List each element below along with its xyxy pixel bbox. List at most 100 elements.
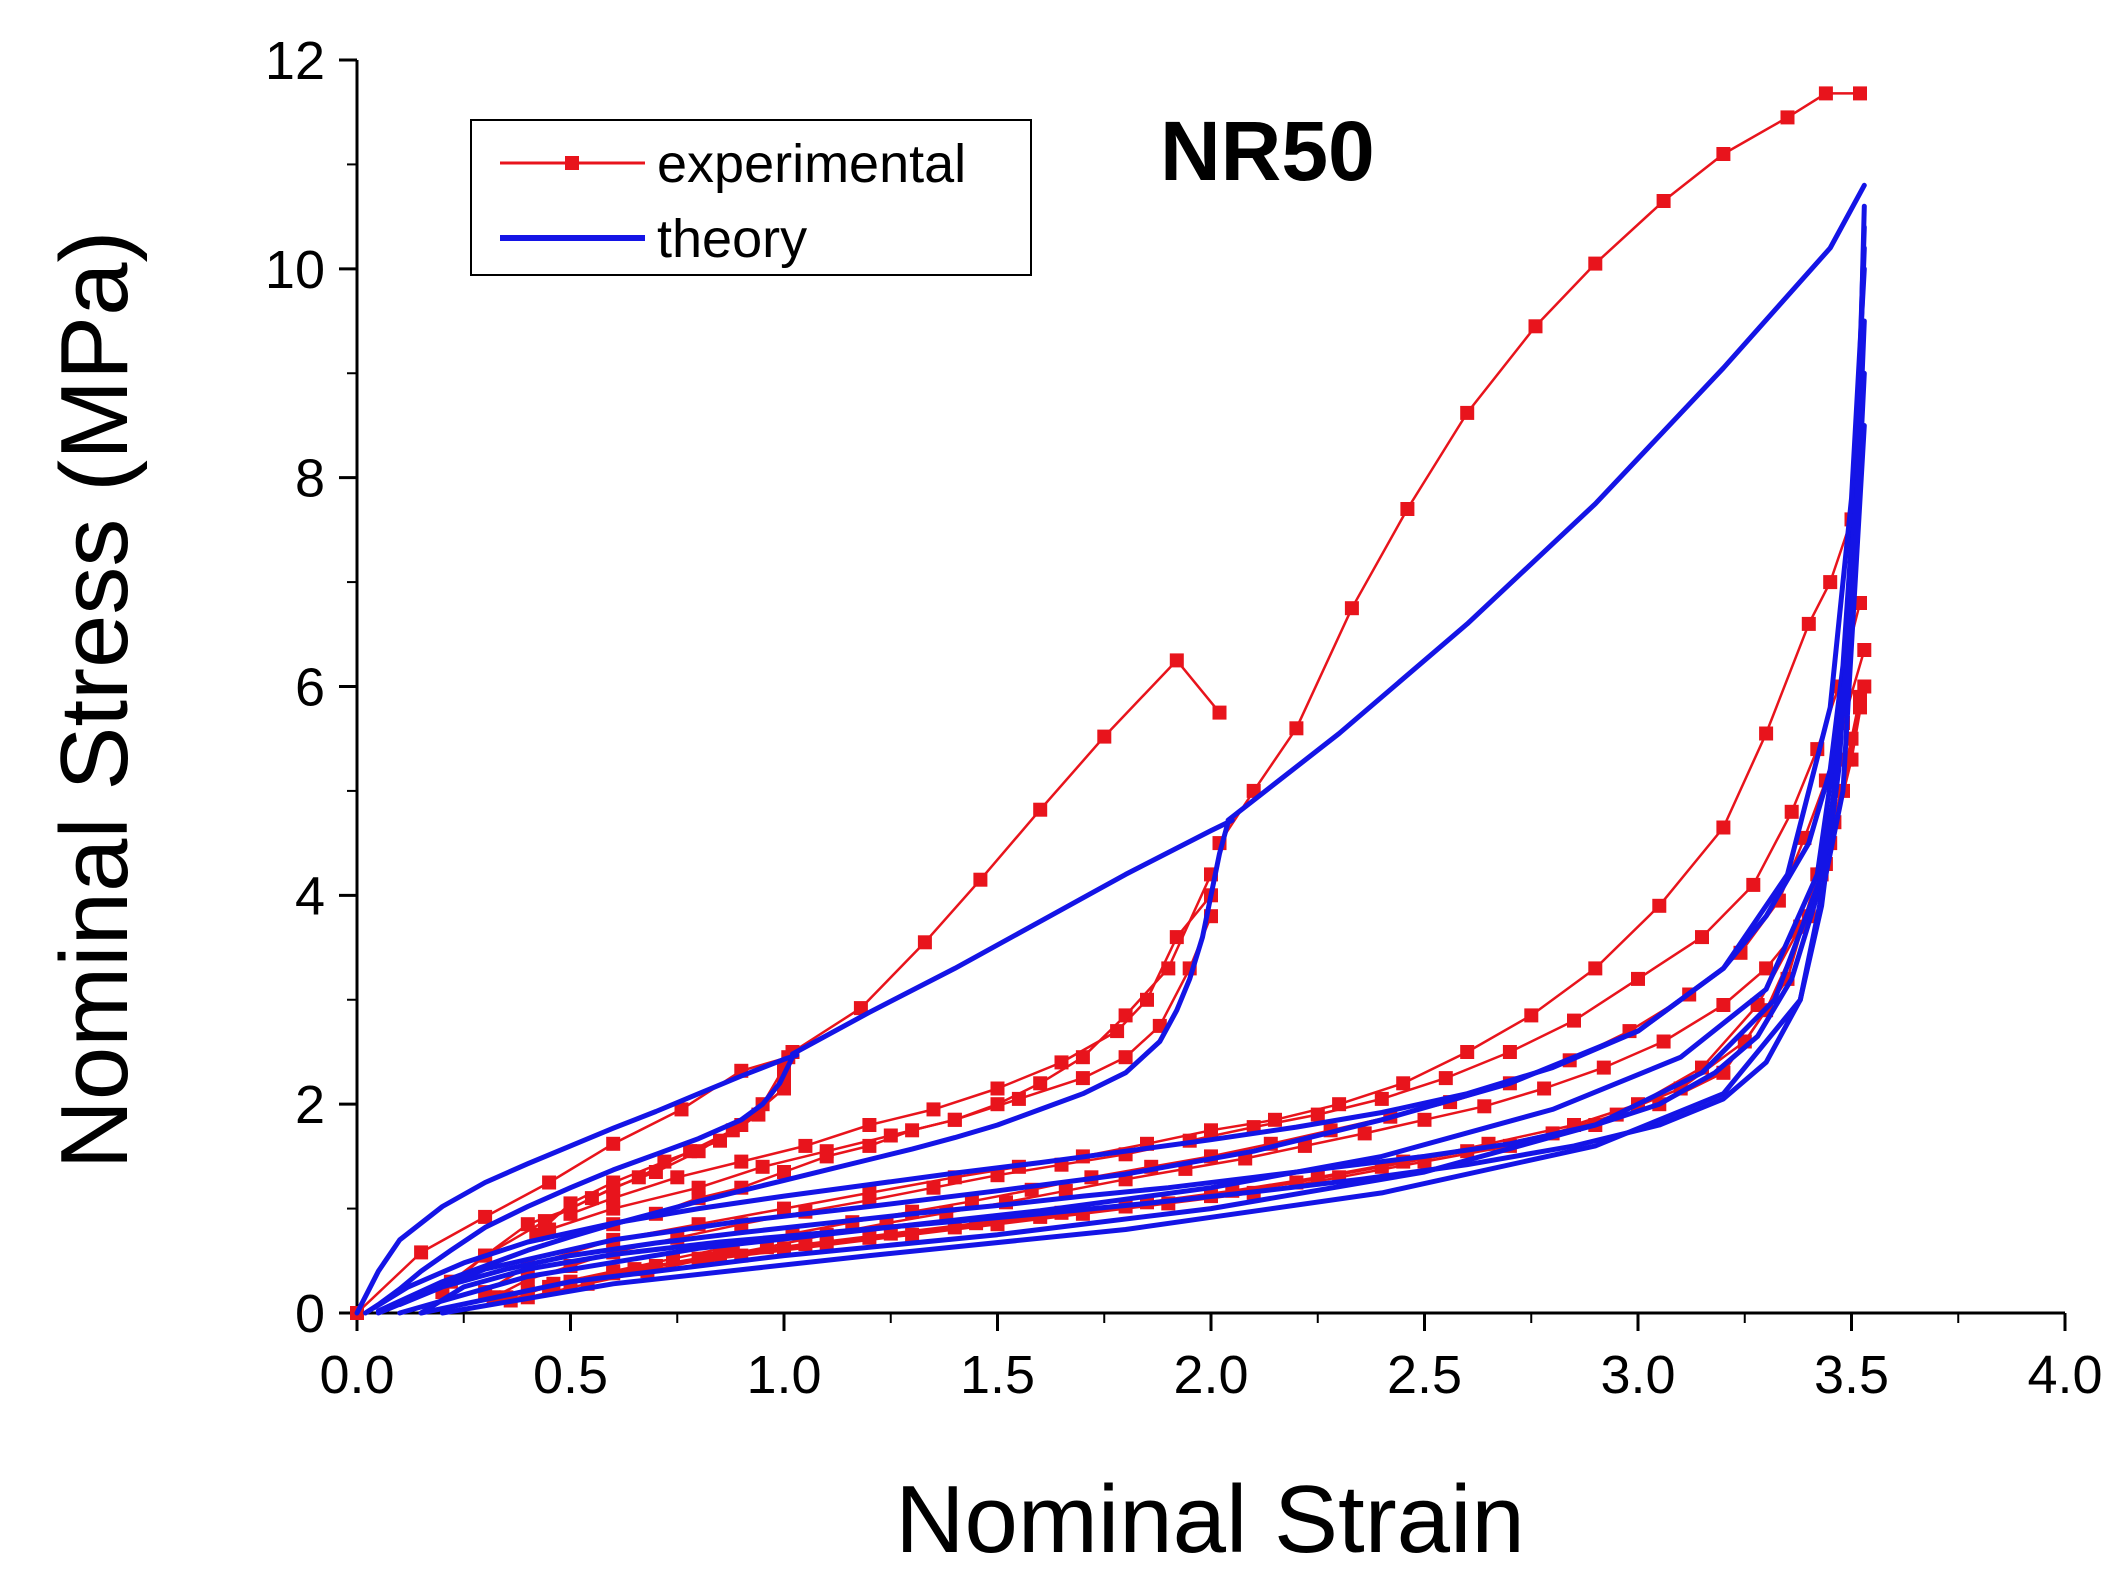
theory-curve	[371, 203, 1867, 1311]
x-tick-label: 4.0	[2027, 1345, 2102, 1405]
experimental-point	[670, 1170, 685, 1185]
experimental-point	[1289, 721, 1304, 736]
experimental-point	[1656, 194, 1671, 208]
experimental-point	[1054, 1055, 1069, 1070]
theory-curve	[375, 266, 1867, 1316]
experimental-point	[1537, 1081, 1552, 1096]
experimental-point	[691, 1144, 706, 1159]
experimental-point	[1033, 1076, 1048, 1091]
experimental-point	[1652, 898, 1667, 913]
experimental-point	[862, 1230, 877, 1245]
legend: experimental theory	[470, 119, 1032, 276]
theory-curve	[418, 245, 1867, 1316]
experimental-point	[947, 1112, 962, 1127]
experimental-point	[606, 1201, 621, 1216]
experimental-point	[414, 1245, 429, 1260]
experimental-point	[1524, 1008, 1539, 1023]
experimental-point	[1097, 729, 1112, 744]
experimental-point	[1588, 256, 1603, 271]
experimental-point	[1823, 575, 1838, 590]
experimental-point	[1140, 992, 1154, 1007]
experimental-point	[1857, 679, 1872, 694]
experimental-point	[606, 1136, 621, 1151]
experimental-point	[1204, 1123, 1218, 1138]
experimental-point	[1631, 971, 1645, 986]
experimental-point	[563, 1206, 578, 1221]
legend-label-experimental: experimental	[657, 134, 966, 194]
experimental-point	[798, 1237, 813, 1252]
experimental-point	[1502, 1045, 1517, 1059]
experimental-point	[777, 1241, 791, 1256]
experimental-point	[1857, 643, 1872, 657]
experimental-point	[1567, 1013, 1581, 1028]
y-tick-label: 12	[265, 31, 325, 91]
experimental-point	[1801, 616, 1816, 631]
experimental-point	[1297, 1138, 1312, 1153]
experimental-point	[973, 872, 988, 887]
experimental-point	[1075, 1071, 1090, 1086]
y-ticks: 0 2 4 6 8 10 12	[265, 31, 357, 1344]
experimental-point	[1716, 998, 1731, 1012]
experimental-point	[648, 1165, 663, 1179]
experimental-point	[1460, 405, 1475, 420]
experimental-point	[819, 1144, 834, 1159]
experimental-point	[853, 1001, 868, 1016]
theory-curve	[397, 318, 1867, 1316]
experimental-point	[1656, 1034, 1671, 1049]
experimental-curve	[492, 601, 1862, 1299]
experimental-point	[862, 1118, 877, 1132]
experimental-point	[755, 1159, 770, 1174]
theory-curve	[363, 1054, 795, 1316]
experimental-point	[1818, 86, 1833, 101]
plot-area	[350, 86, 1872, 1320]
experimental-point	[1460, 1045, 1475, 1059]
x-tick-label: 3.5	[1814, 1345, 1889, 1405]
experimental-point	[1344, 601, 1359, 616]
experimental-point	[1417, 1112, 1432, 1127]
experimental-point	[1110, 1024, 1125, 1039]
experimental-point	[691, 1180, 706, 1195]
experimental-point	[883, 1128, 898, 1143]
experimental-point	[1310, 1170, 1325, 1185]
experimental-point	[1716, 820, 1731, 835]
experimental-point	[1011, 1091, 1026, 1106]
experimental-point	[1596, 1060, 1611, 1075]
experimental-curve	[526, 695, 1862, 1299]
y-tick-label: 6	[295, 658, 325, 718]
x-tick-label: 0.0	[319, 1345, 394, 1405]
y-axis: 0 2 4 6 8 10 12	[265, 31, 359, 1344]
x-tick-label: 3.0	[1600, 1345, 1675, 1405]
experimental-point	[1784, 804, 1799, 819]
chart-title: NR50	[1160, 104, 1375, 198]
experimental-curve	[791, 659, 1221, 1054]
y-tick-label: 8	[295, 449, 325, 509]
experimental-point	[1853, 86, 1867, 101]
experimental-curve	[355, 1055, 790, 1315]
x-tick-label: 0.5	[533, 1345, 608, 1405]
x-ticks: 0.0 0.5 1.0 1.5 2.0 2.5 3.0 3.5 4.0	[319, 1313, 2103, 1405]
experimental-point	[1477, 1099, 1492, 1114]
experimental-point	[713, 1247, 727, 1262]
experimental-point	[1759, 726, 1774, 741]
experimental-point	[1396, 1076, 1411, 1091]
experimental-point	[542, 1175, 557, 1190]
legend-box	[470, 119, 1032, 276]
y-tick-label: 4	[295, 866, 325, 926]
experimental-point	[1058, 1183, 1073, 1198]
experimental-point	[990, 1081, 1005, 1096]
experimental-point	[478, 1209, 493, 1224]
experimental-point	[1374, 1091, 1389, 1106]
theory-curve	[1225, 182, 1867, 823]
theory-curve	[354, 1052, 800, 1316]
theory-curve	[418, 370, 1867, 1316]
experimental-curve	[547, 685, 1866, 1289]
y-tick-label: 2	[295, 1075, 325, 1135]
experimental-point	[1310, 1107, 1325, 1122]
experimental-point	[777, 1201, 791, 1216]
experimental-point	[542, 1222, 557, 1237]
experimental-point	[1528, 319, 1543, 334]
theory-curve	[375, 819, 1231, 1314]
experimental-point	[1746, 877, 1761, 892]
experimental-point	[1400, 502, 1415, 516]
